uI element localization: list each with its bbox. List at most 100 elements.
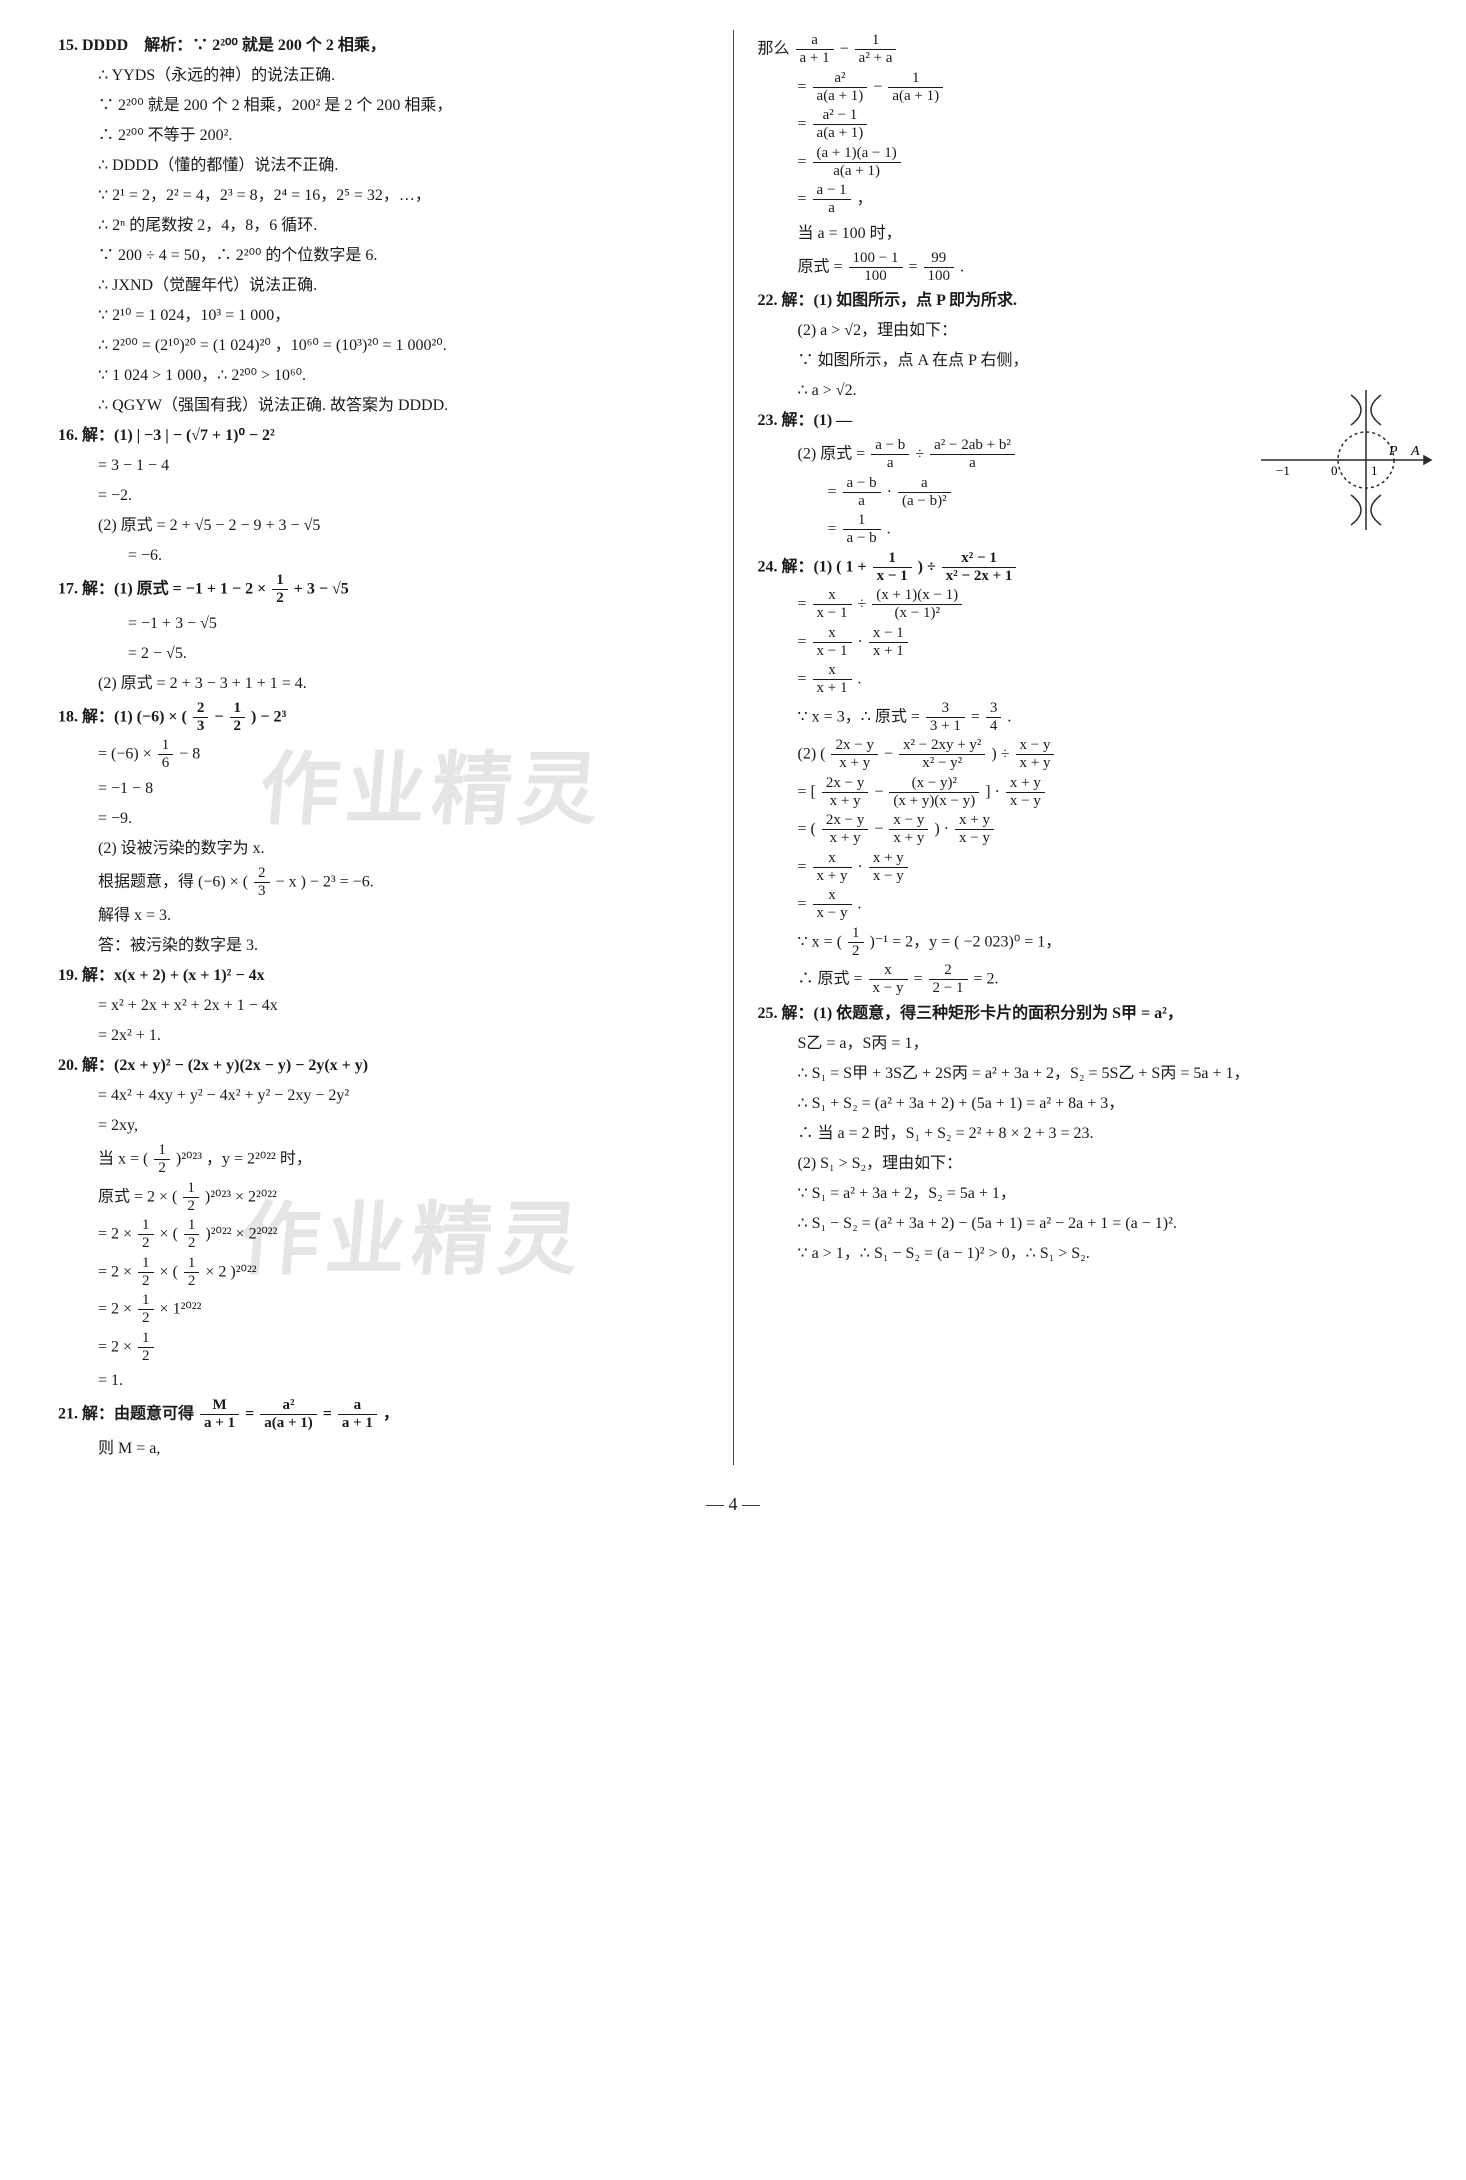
geo-label-1: 1 (1371, 463, 1378, 478)
geo-label-A: A (1410, 444, 1420, 459)
p20-l4b: )²⁰²³ × 2²⁰²² (205, 1188, 277, 1205)
p24p2-l2b: ) · (934, 820, 953, 837)
p17-hb: + 3 − √5 (294, 580, 349, 597)
p24-l1: = xx − 1 ÷ (x + 1)(x − 1)(x − 1)² (758, 587, 1409, 623)
p20-l3: 当 x = ( 12 )²⁰²³ ，y = 2²⁰²² 时， (58, 1142, 709, 1178)
p24-l4a: ∵ x = 3，∴ 原式 = (798, 708, 924, 725)
c21-f2: 1a² + a (855, 32, 897, 68)
p24p2-l1: = [ 2x − yx + y − (x − y)²(x + y)(x − y)… (758, 775, 1409, 811)
p24p2-l1a: = [ (798, 783, 820, 800)
p19-l1: = x² + 2x + x² + 2x + 1 − 4x (58, 992, 709, 1020)
c21-l6m: = (909, 258, 922, 275)
right-column: −1 0 1 P A 那么 aa + 1 − 1a² + a = a²a(a +… (740, 30, 1427, 1465)
p24p2-l4b: . (858, 895, 862, 912)
p24p2-ha: (2) ( (798, 745, 830, 762)
p24-l3a: = (798, 670, 811, 687)
c21-l3a: = (798, 153, 811, 170)
p17-head: 17. 解：(1) 原式 = −1 + 1 − 2 × 12 + 3 − √5 (58, 572, 709, 608)
p21-l1: 则 M = a, (58, 1435, 709, 1463)
p24p2-l6b: = 2. (974, 970, 999, 987)
page-footer: — 4 — (40, 1489, 1426, 1521)
p18-l5a: 根据题意，得 (−6) × ( (98, 873, 252, 890)
p17-ha: 17. 解：(1) 原式 = −1 + 1 − 2 × (58, 580, 270, 597)
p24p2-f2: x² − 2xy + y²x² − y² (899, 737, 985, 773)
p25-l5: (2) S₁ > S₂，理由如下： (758, 1150, 1409, 1178)
p24p2-l5: ∵ x = ( 12 )⁻¹ = 2，y = ( −2 023)⁰ = 1， (758, 925, 1409, 961)
p17-frac: 12 (272, 572, 288, 608)
c21-l3: = (a + 1)(a − 1)a(a + 1) (758, 145, 1409, 181)
p25-l1: S乙 = a，S丙 = 1， (758, 1030, 1409, 1058)
p20-l9: = 1. (58, 1367, 709, 1395)
p20-l7b: × 1²⁰²² (160, 1300, 202, 1317)
p24p2-l4f: xx − y (813, 887, 852, 923)
p18-l1: = (−6) × 16 − 8 (58, 737, 709, 773)
p24p2-l3f1: xx + y (813, 850, 852, 886)
p20-l7a: = 2 × (98, 1300, 136, 1317)
p21-f3: aa + 1 (338, 1397, 377, 1433)
p21-head: 21. 解：由题意可得 Ma + 1 = a²a(a + 1) = aa + 1… (58, 1397, 709, 1433)
p20-l3f: 12 (154, 1142, 170, 1178)
p15-l5: ∵ 2¹ = 2，2² = 4，2³ = 8，2⁴ = 16，2⁵ = 32，…… (58, 182, 709, 210)
p24p2-l2a: = ( (798, 820, 820, 837)
p20-l5a: = 2 × (98, 1225, 136, 1242)
p24p2-l3a: = (798, 858, 811, 875)
p25-l7: ∴ S₁ − S₂ = (a² + 3a + 2) − (5a + 1) = a… (758, 1210, 1409, 1238)
p23-l3b: . (887, 520, 891, 537)
p20-l4a: 原式 = 2 × ( (98, 1188, 181, 1205)
p20-l3b: )²⁰²³ ，y = 2²⁰²² 时， (176, 1150, 312, 1167)
p15-head: 15. DDDD 解析：∵ 2²⁰⁰ 就是 200 个 2 相乘， (58, 32, 709, 60)
p24p2-l6m: = (914, 970, 927, 987)
p24-l4m: = (971, 708, 984, 725)
p24p2-hb: ) ÷ (991, 745, 1013, 762)
p24-l3: = xx + 1 . (758, 662, 1409, 698)
p16-l1: = 3 − 1 − 4 (58, 452, 709, 480)
p20-l4f: 12 (183, 1180, 199, 1216)
p20-l5f2: 12 (184, 1217, 200, 1253)
p19-head: 19. 解：x(x + 2) + (x + 1)² − 4x (58, 962, 709, 990)
p20-l6a: = 2 × (98, 1263, 136, 1280)
p25-l3: ∴ S₁ + S₂ = (a² + 3a + 2) + (5a + 1) = a… (758, 1090, 1409, 1118)
p17-l1: = −1 + 3 − √5 (58, 610, 709, 638)
p18-l2: = −1 − 8 (58, 775, 709, 803)
c21-l1f2: 1a(a + 1) (888, 70, 943, 106)
left-column: 15. DDDD 解析：∵ 2²⁰⁰ 就是 200 个 2 相乘， ∴ YYDS… (40, 30, 727, 1465)
p20-l5: = 2 × 12 × ( 12 )²⁰²² × 2²⁰²² (58, 1217, 709, 1253)
c21-l4: = a − 1a ， (758, 182, 1409, 218)
p18-l1f: 16 (158, 737, 174, 773)
p20-l1: = 4x² + 4xy + y² − 4x² + y² − 2xy − 2y² (58, 1082, 709, 1110)
p15-l2: ∵ 2²⁰⁰ 就是 200 个 2 相乘，200² 是 2 个 200 相乘， (58, 92, 709, 120)
p24p2-l3: = xx + y · x + yx − y (758, 850, 1409, 886)
p18-mid: − (214, 708, 227, 725)
p20-l6f2: 12 (184, 1255, 200, 1291)
p24p2-l6f2: 22 − 1 (929, 962, 968, 998)
p15-l9: ∵ 2¹⁰ = 1 024，10³ = 1 000， (58, 302, 709, 330)
p24-hf2: x² − 1x² − 2x + 1 (942, 550, 1017, 586)
p18-ha: 18. 解：(1) (−6) × ( (58, 708, 191, 725)
p24p2-l3f2: x + yx − y (869, 850, 908, 886)
c21-mid: − (840, 40, 853, 57)
p20-l5b: × ( (160, 1225, 182, 1242)
p15-l7: ∵ 200 ÷ 4 = 50，∴ 2²⁰⁰ 的个位数字是 6. (58, 242, 709, 270)
p24-l1a: = (798, 595, 811, 612)
c21-l6f2: 99100 (924, 250, 955, 286)
p24-hf1: 1x − 1 (873, 550, 912, 586)
p24p2-head: (2) ( 2x − yx + y − x² − 2xy + y²x² − y²… (758, 737, 1409, 773)
p18-l4: (2) 设被污染的数字为 x. (58, 835, 709, 863)
p25-l4: ∴ 当 a = 2 时，S₁ + S₂ = 2² + 8 × 2 + 3 = 2… (758, 1120, 1409, 1148)
p24-l3f: xx + 1 (813, 662, 852, 698)
p15-l8: ∴ JXND（觉醒年代）说法正确. (58, 272, 709, 300)
p18-f2: 12 (230, 700, 246, 736)
p24p2-l6f1: xx − y (869, 962, 908, 998)
p25-head: 25. 解：(1) 依题意，得三种矩形卡片的面积分别为 S甲 = a²， (758, 1000, 1409, 1028)
p25-l8: ∵ a > 1，∴ S₁ − S₂ = (a − 1)² > 0，∴ S₁ > … (758, 1240, 1409, 1268)
p18-l5: 根据题意，得 (−6) × ( 23 − x ) − 2³ = −6. (58, 865, 709, 901)
p18-l1b: − 8 (179, 745, 200, 762)
p20-l5f1: 12 (138, 1217, 154, 1253)
p24-l4f1: 33 + 1 (926, 700, 965, 736)
p23-f1: a − ba (871, 437, 909, 473)
p21-eq2: = (323, 1405, 336, 1422)
p15-l10: ∴ 2²⁰⁰ = (2¹⁰)²⁰ = (1 024)²⁰ ，10⁶⁰ = (10… (58, 332, 709, 360)
p20-l8: = 2 × 12 (58, 1330, 709, 1366)
geo-label-m1: −1 (1276, 463, 1290, 478)
p25-l6: ∵ S₁ = a² + 3a + 2，S₂ = 5a + 1， (758, 1180, 1409, 1208)
